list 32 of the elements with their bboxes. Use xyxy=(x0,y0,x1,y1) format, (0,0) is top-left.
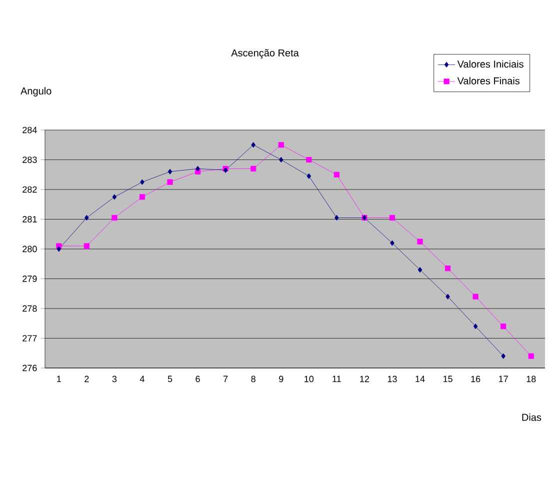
y-tick-label: 276 xyxy=(22,364,37,372)
legend-label: Valores Iniciais xyxy=(457,60,524,68)
x-tick-label: 12 xyxy=(360,376,369,382)
y-tick-label: 283 xyxy=(22,156,37,163)
y-tick-label: 281 xyxy=(22,216,37,222)
x-axis-title: Dias xyxy=(522,414,542,421)
y-tick-label: 279 xyxy=(22,276,37,282)
x-tick-label: 17 xyxy=(499,376,508,382)
y-axis-title: Angulo xyxy=(20,87,52,96)
y-tick-label: 278 xyxy=(22,305,37,312)
x-tick-label: 6 xyxy=(196,376,200,382)
x-tick-label: 2 xyxy=(84,376,89,382)
x-tick-label: 14 xyxy=(416,376,425,382)
chart-title: Ascenção Reta xyxy=(231,49,299,58)
x-tick-label: 3 xyxy=(112,376,117,382)
x-tick-label: 13 xyxy=(388,376,397,382)
legend-label: Valores Finais xyxy=(457,77,520,84)
x-tick-label: 7 xyxy=(224,376,228,382)
x-tick-label: 15 xyxy=(443,376,452,382)
x-tick-label: 9 xyxy=(279,376,284,382)
y-tick-label: 277 xyxy=(22,335,37,342)
x-tick-label: 8 xyxy=(251,376,256,382)
y-tick-label: 280 xyxy=(22,246,37,252)
x-tick-label: 1 xyxy=(57,376,61,382)
x-tick-label: 11 xyxy=(332,376,341,382)
y-tick-label: 282 xyxy=(22,186,37,193)
x-tick-label: 5 xyxy=(168,376,172,382)
y-tick-label: 284 xyxy=(22,126,37,134)
x-tick-label: 10 xyxy=(304,376,314,382)
x-tick-label: 18 xyxy=(526,376,536,382)
x-tick-label: 16 xyxy=(471,376,480,382)
x-tick-label: 4 xyxy=(140,376,144,382)
